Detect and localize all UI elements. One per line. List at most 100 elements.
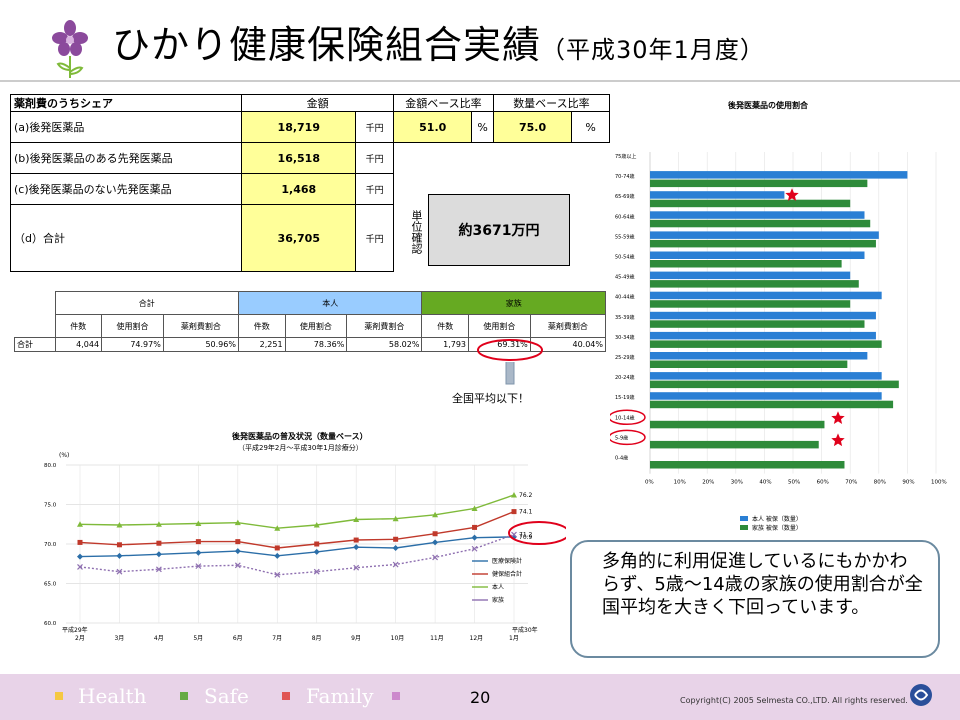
share-header-amount: 金額: [241, 94, 395, 112]
usage-col-header: 件数: [54, 314, 103, 338]
x-start-era: 平成29年: [62, 626, 88, 634]
series-point: [274, 552, 281, 559]
bar-category-label: 50-54歳: [615, 254, 635, 261]
share-table: 薬剤費のうちシェア 金額 金額ベース比率 数量ベース比率 (a)後発医薬品 18…: [9, 94, 611, 272]
star-mark-icon: [831, 411, 845, 424]
bar-self: [650, 331, 876, 340]
bar-category-label: 15-19歳: [615, 394, 635, 401]
series-point: [353, 537, 359, 543]
usage-col-header: 薬剤費割合: [529, 314, 607, 338]
bar-self: [650, 392, 882, 400]
legend-series-label: 医療保険計: [492, 557, 522, 565]
bar-x-tick: 60%: [817, 480, 829, 486]
bar-self: [650, 171, 908, 179]
line-y-tick: 75.0: [44, 503, 57, 509]
usage-row-label: 合計: [14, 337, 56, 352]
line-chart: 後発医薬品の普及状況（数量ベース） （平成29年2月～平成30年1月診療分） (…: [44, 431, 566, 642]
footer-safe: Safe: [204, 684, 249, 708]
share-row-unit: 千円: [355, 142, 395, 174]
series-point: [274, 571, 281, 578]
bar-category-label: 30-34歳: [615, 334, 635, 341]
series-point: [313, 568, 320, 575]
unit-check-area: 単位確認 約3671万円: [394, 143, 610, 272]
bar-x-tick: 20%: [702, 480, 714, 486]
bar-category-label: 60-64歳: [615, 213, 635, 220]
star-mark-icon: [785, 188, 799, 201]
share-row-unit: 千円: [355, 204, 395, 272]
series-point: [155, 521, 162, 527]
footer-health: Health: [78, 684, 147, 708]
series-point: [156, 540, 162, 546]
callout-text: 全国平均以下！: [452, 392, 529, 405]
line-chart-subtitle: （平成29年2月～平成30年1月診療分）: [238, 443, 363, 452]
bar-x-tick: 30%: [731, 480, 743, 486]
series-point: [116, 522, 123, 528]
series-point: [472, 524, 478, 530]
share-row-label: (b)後発医薬品のある先発医薬品: [9, 142, 243, 174]
bar-family: [650, 380, 899, 389]
bar-self: [650, 311, 876, 320]
line-x-tick: 7月: [272, 635, 282, 642]
series-point: [353, 564, 360, 571]
series-point: [234, 519, 241, 526]
share-header-qty-ratio: 数量ベース比率: [492, 94, 611, 112]
bar-x-tick: 50%: [788, 480, 800, 486]
footer-dot-green: [180, 692, 188, 700]
series-point: [471, 505, 478, 511]
series-point: [432, 539, 439, 546]
bar-family: [650, 360, 848, 368]
usage-col-header: 使用割合: [468, 314, 531, 338]
bar-self: [650, 231, 879, 239]
series-line-2: [79, 494, 515, 529]
title-main: ひかり健康保険組合実績: [112, 23, 542, 67]
bar-category-label: 55-59歳: [615, 233, 635, 240]
series-point: [195, 563, 202, 570]
series-point: [195, 520, 202, 526]
series-point: [471, 545, 478, 552]
line-y-tick: 65.0: [44, 582, 57, 588]
footer-dot-yellow: [55, 692, 63, 700]
line-highlight-ellipse: [508, 521, 566, 545]
bar-category-label: 40-44歳: [615, 294, 635, 301]
series-point: [155, 566, 162, 573]
line-x-tick: 2月: [75, 635, 85, 642]
series-line-1: [79, 510, 515, 549]
share-row-value: 16,518: [241, 142, 357, 174]
line-x-tick: 10月: [391, 635, 405, 642]
footer-dot-pink: [392, 692, 400, 700]
series-point: [77, 563, 83, 570]
bar-category-label: 35-39歳: [615, 314, 635, 321]
series-point: [274, 545, 280, 551]
usage-group-family: 家族: [421, 291, 606, 315]
bar-family: [650, 400, 894, 409]
bar-family: [650, 461, 845, 469]
usage-col-header: 件数: [421, 314, 470, 338]
series-point: [314, 541, 320, 547]
page-number: 20: [470, 688, 491, 707]
line-end-label: 76.2: [519, 492, 533, 499]
share-ratio-amount: 51.0: [393, 111, 473, 143]
usage-group-total: 合計: [54, 291, 239, 315]
bar-x-tick: 10%: [674, 480, 686, 486]
share-row-label: (c)後発医薬品のない先発医薬品: [9, 173, 243, 205]
usage-cell: 40.04%: [529, 337, 607, 352]
series-point: [353, 516, 360, 523]
x-end-era: 平成30年: [512, 626, 538, 634]
share-row-unit: 千円: [355, 111, 395, 143]
usage-group-self: 本人: [237, 291, 423, 315]
series-point: [432, 511, 439, 518]
share-row-value: 36,705: [241, 204, 357, 272]
bar-category-label: 10-14歳: [615, 414, 635, 421]
bar-self: [650, 271, 851, 280]
bar-family: [650, 440, 819, 449]
bar-category-label: 25-29歳: [615, 354, 635, 361]
line-x-tick: 12月: [470, 635, 484, 642]
series-point: [155, 551, 162, 558]
bar-self: [650, 251, 865, 259]
series-point: [471, 534, 478, 541]
company-logo-icon: [910, 684, 932, 706]
usage-cell: 50.96%: [162, 337, 239, 352]
footer-dot-red: [282, 692, 290, 700]
bar-family: [650, 320, 865, 328]
series-point: [393, 536, 399, 542]
